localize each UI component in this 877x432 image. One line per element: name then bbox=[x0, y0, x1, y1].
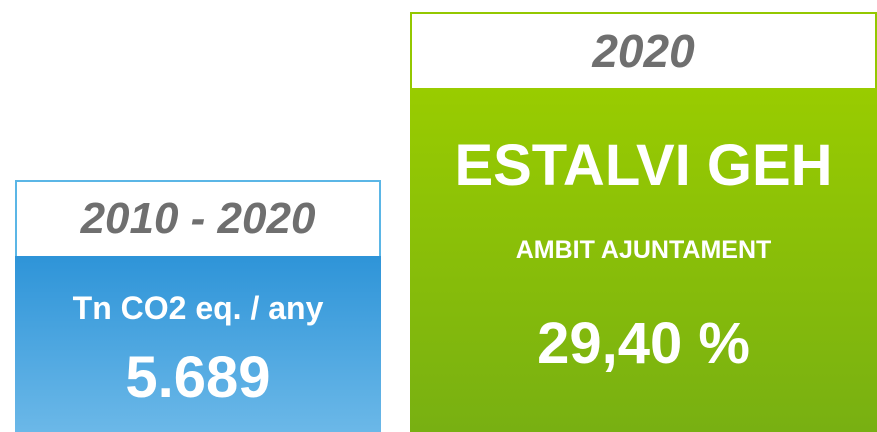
right-card-body: ESTALVI GEH AMBIT AJUNTAMENT 29,40 % bbox=[410, 88, 877, 432]
value: 5.689 bbox=[125, 345, 271, 410]
value: 29,40 % bbox=[537, 311, 750, 376]
right-card-header: 2020 bbox=[410, 12, 877, 88]
left-card-header: 2010 - 2020 bbox=[15, 180, 381, 256]
period: 2010 - 2020 bbox=[80, 194, 316, 243]
label: Tn CO2 eq. / any bbox=[72, 290, 324, 326]
label: AMBIT AJUNTAMENT bbox=[515, 236, 772, 264]
title: ESTALVI GEH bbox=[454, 133, 833, 198]
period: 2020 bbox=[592, 25, 695, 77]
left-card-body: Tn CO2 eq. / any 5.689 bbox=[15, 256, 381, 432]
